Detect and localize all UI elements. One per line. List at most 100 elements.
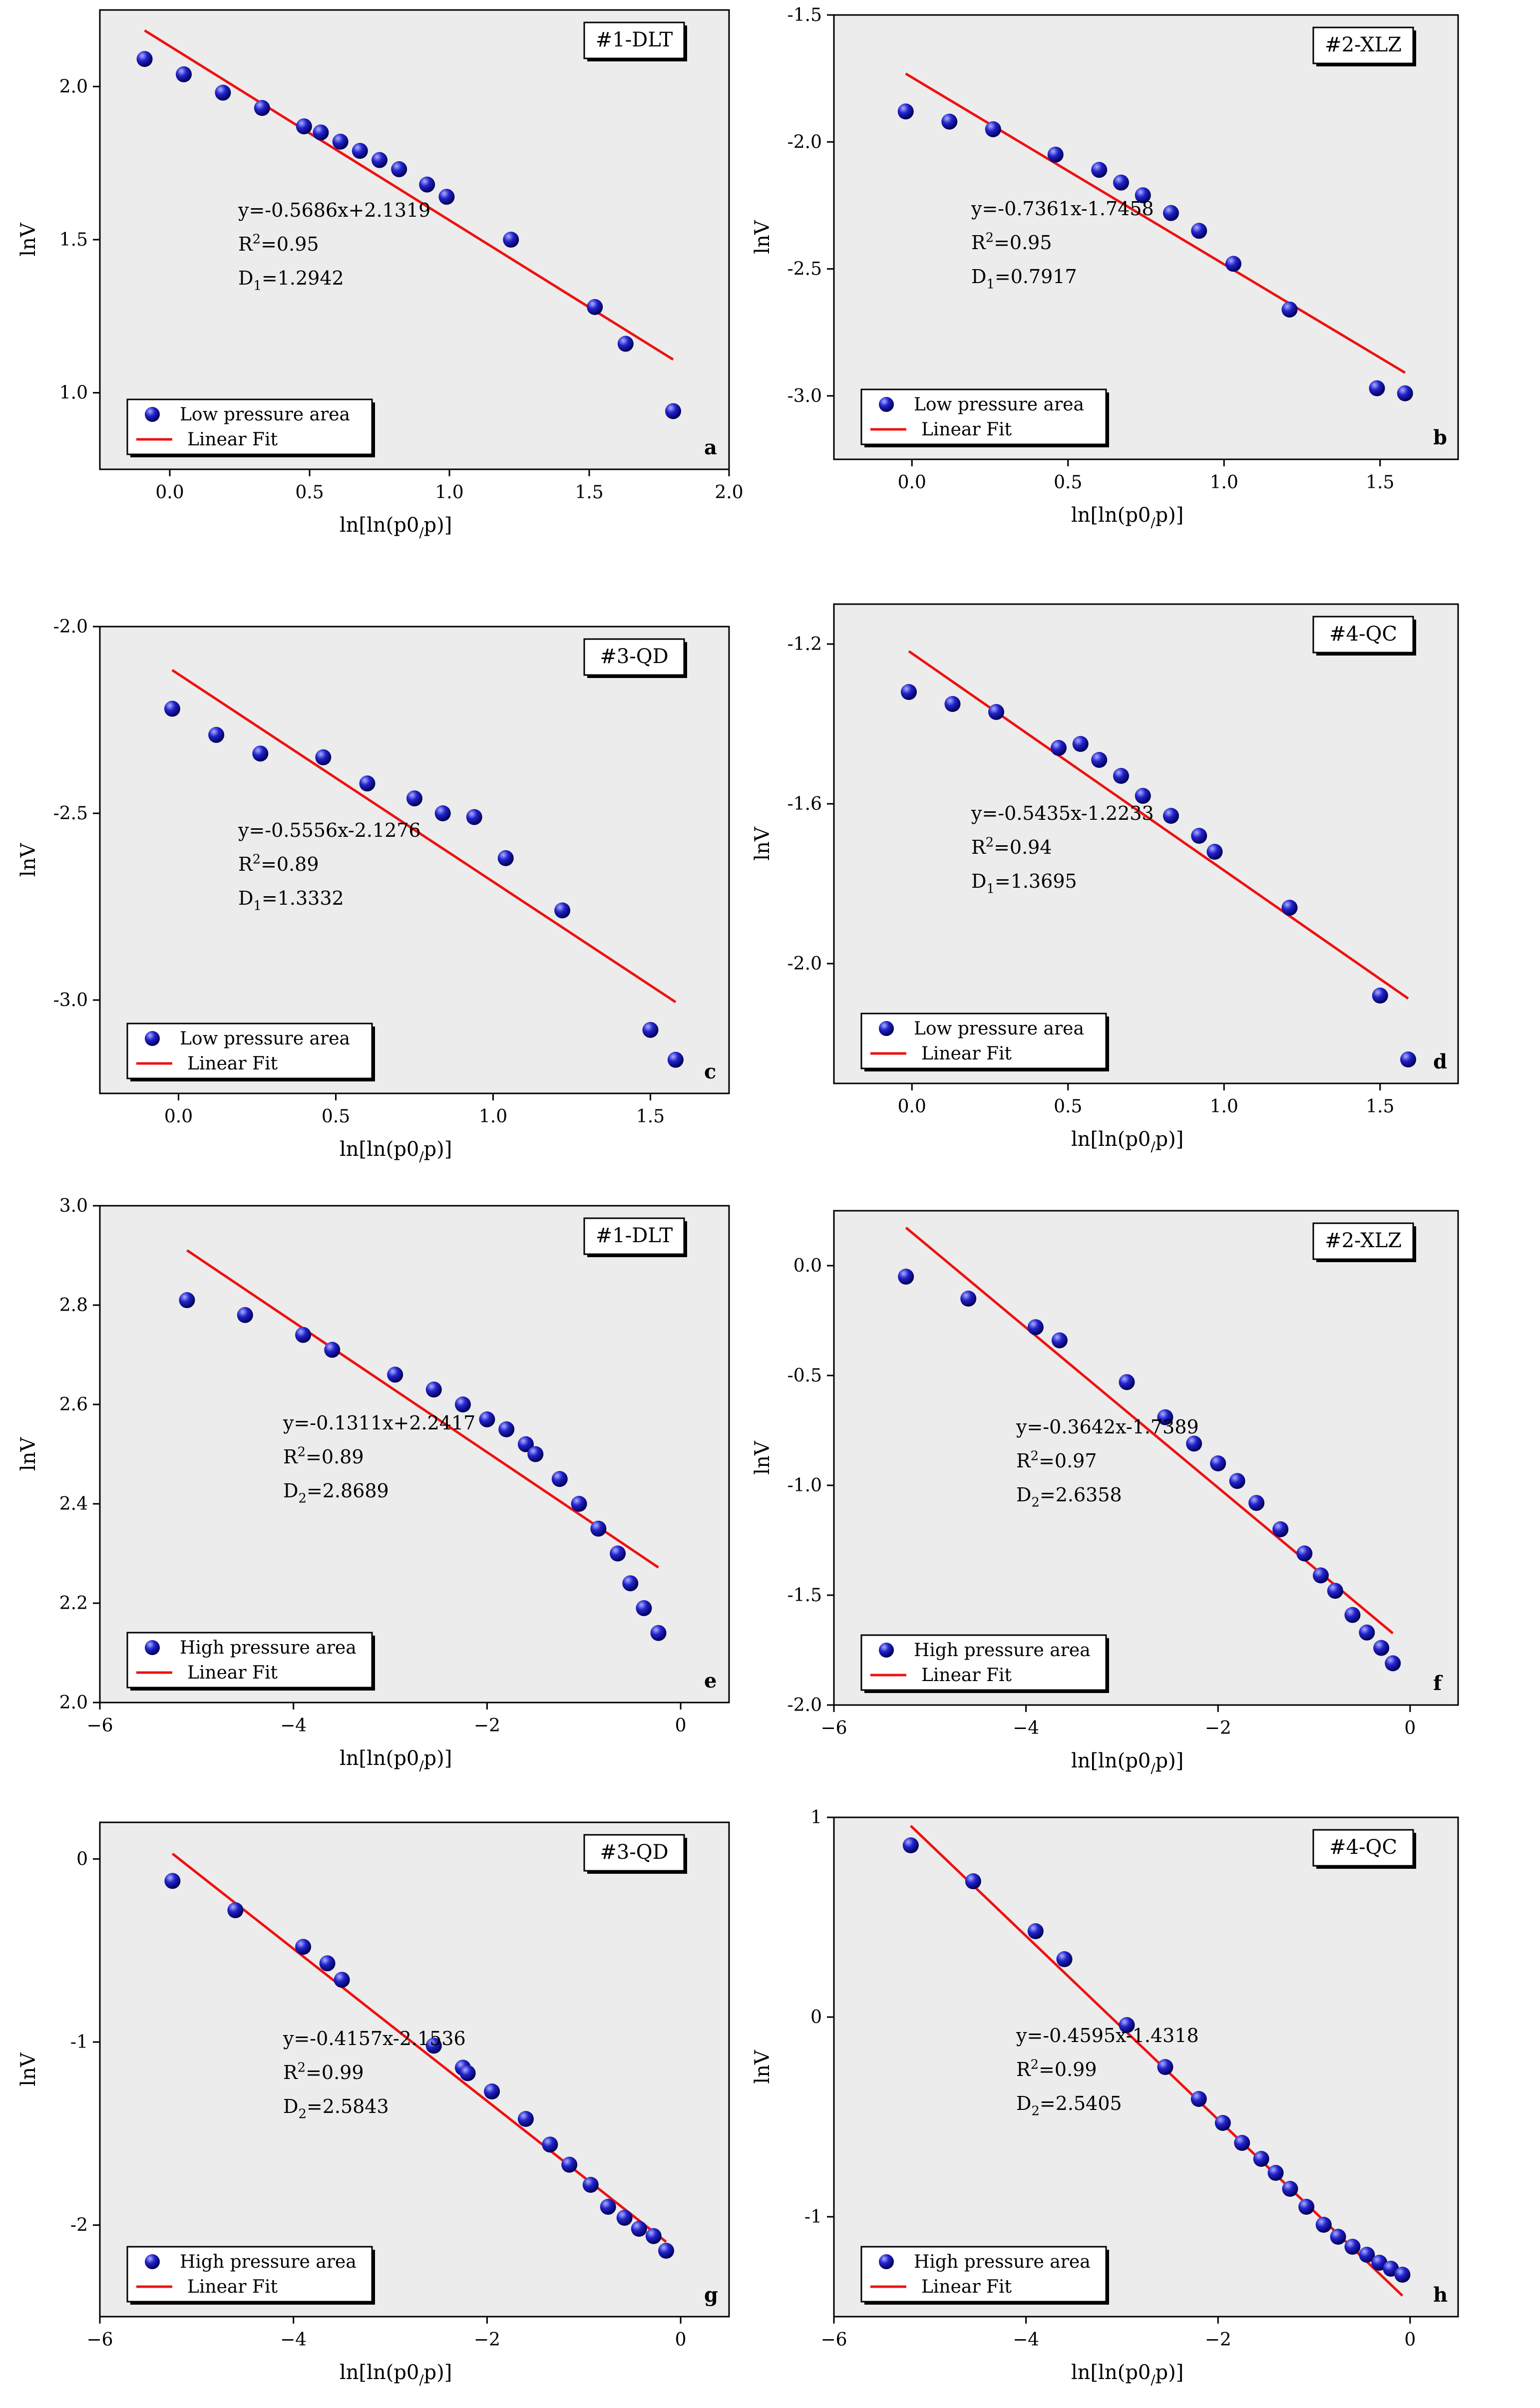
legend-box xyxy=(860,1013,1107,1069)
sample-label: #4-QC xyxy=(1329,1836,1397,1859)
data-point xyxy=(582,2177,599,2193)
panel-letter: c xyxy=(704,1060,716,1083)
data-point xyxy=(497,850,514,866)
legend-box xyxy=(126,398,373,455)
fractal-dimension: D2=2.5843 xyxy=(283,2095,389,2122)
data-point xyxy=(252,745,269,762)
data-point xyxy=(1359,1624,1375,1641)
fit-equation: y=-0.4157x-2.1536 xyxy=(283,2028,466,2050)
legend-label-fit: Linear Fit xyxy=(921,1665,1012,1686)
data-point xyxy=(295,1327,312,1343)
chart-panel-e: −6 −4 −2 0 2.0 2.2 2.4 2.6 2.8 3.0 ln[ln(p0/p)] lnV… xyxy=(17,1196,730,1774)
y-tick-label: -1 xyxy=(804,2207,822,2227)
data-point xyxy=(466,809,482,825)
y-tick-label: 3.0 xyxy=(59,1196,88,1216)
y-axis-label: lnV xyxy=(751,826,774,861)
data-point xyxy=(319,1955,336,1972)
legend-marker xyxy=(145,1640,160,1655)
y-tick-label: -2.5 xyxy=(53,803,88,824)
fractal-dimension: D1=1.3332 xyxy=(238,887,344,914)
data-point xyxy=(1313,1567,1329,1584)
x-axis-label: ln[ln(p0/p)] xyxy=(1071,2361,1183,2388)
data-point xyxy=(902,1837,919,1853)
sample-label: #3-QD xyxy=(600,645,668,668)
data-point xyxy=(517,1436,534,1452)
legend-label-points: Low pressure area xyxy=(180,1029,350,1049)
fit-line xyxy=(910,1825,1404,2297)
data-point xyxy=(295,1939,312,1955)
data-point xyxy=(1225,256,1241,272)
data-point xyxy=(600,2199,616,2215)
legend-label-points: Low pressure area xyxy=(914,394,1084,415)
legend-marker xyxy=(145,407,160,422)
sample-label: #1-DLT xyxy=(596,1224,673,1247)
chart-panel-a: 0.0 0.5 1.0 1.5 2.0 1.0 1.5 2.0 ln[ln(p0/p)] lnV #… xyxy=(17,9,744,541)
y-tick-label: -2 xyxy=(70,2215,88,2236)
data-point xyxy=(227,1902,244,1918)
x-tick-label: −2 xyxy=(1205,2330,1231,2350)
x-axis-label: ln[ln(p0/p)] xyxy=(340,514,452,541)
data-point xyxy=(296,118,312,135)
x-axis-label: ln[ln(p0/p)] xyxy=(1071,1749,1183,1776)
data-point xyxy=(1186,1435,1202,1452)
x-tick-label: −2 xyxy=(474,1716,500,1736)
legend-marker xyxy=(879,1021,894,1036)
y-axis-label: lnV xyxy=(17,1437,40,1471)
data-point xyxy=(484,2083,500,2099)
data-point xyxy=(1327,1583,1343,1599)
data-point xyxy=(315,749,332,765)
data-point xyxy=(406,790,422,807)
sample-label: #2-XLZ xyxy=(1325,33,1402,56)
data-point xyxy=(1253,2151,1269,2167)
x-tick-label: −4 xyxy=(280,1716,307,1736)
x-tick-label: −6 xyxy=(820,1718,847,1738)
x-tick-label: 0.0 xyxy=(155,482,184,503)
sample-label-box xyxy=(1312,26,1414,64)
data-point xyxy=(1072,736,1089,752)
legend-marker xyxy=(145,2254,160,2269)
y-tick-label: 2.8 xyxy=(59,1295,88,1316)
x-axis-label: ln[ln(p0/p)] xyxy=(1071,1128,1183,1155)
fit-equation: y=-0.5435x-1.2233 xyxy=(971,802,1154,824)
sample-label-box xyxy=(1312,1829,1414,1867)
fit-line xyxy=(171,669,677,1004)
legend-label-fit: Linear Fit xyxy=(921,2277,1012,2297)
x-tick-label: 0.0 xyxy=(164,1106,193,1127)
data-point xyxy=(665,403,681,419)
data-point xyxy=(1191,223,1207,239)
sample-label-box xyxy=(583,1217,685,1255)
x-tick-label: 0 xyxy=(675,1716,687,1736)
data-point xyxy=(985,121,1001,137)
fractal-dimension: D1=1.2942 xyxy=(238,267,344,294)
fit-line xyxy=(905,1226,1394,1635)
data-point xyxy=(425,1381,442,1398)
data-point xyxy=(215,84,231,101)
data-point xyxy=(1272,1521,1289,1537)
x-tick-label: 1.5 xyxy=(1366,472,1394,493)
y-tick-label: 2.0 xyxy=(59,1693,88,1713)
x-tick-label: 0.5 xyxy=(322,1106,350,1127)
chart-panel-g: −6 −4 −2 0 -2 -1 0 ln[ln(p0/p)] lnV #3-QD y=-0.415… xyxy=(17,1821,730,2388)
data-point xyxy=(1385,1655,1401,1672)
legend-box xyxy=(860,1634,1107,1691)
r-squared: R2=0.94 xyxy=(971,835,1052,858)
fractal-dimension: D2=2.8689 xyxy=(283,1480,389,1506)
y-tick-label: -3.0 xyxy=(53,990,88,1011)
data-point xyxy=(1359,2247,1375,2263)
data-point xyxy=(1056,1951,1073,1967)
panel-letter: g xyxy=(704,2283,718,2307)
data-point xyxy=(334,1972,350,1988)
data-point xyxy=(419,176,435,193)
panel-letter: h xyxy=(1433,2283,1448,2307)
sample-label: #3-QD xyxy=(600,1841,668,1864)
x-tick-label: 0 xyxy=(1404,2330,1416,2350)
x-tick-label: 0 xyxy=(1404,1718,1416,1738)
data-point xyxy=(1214,2115,1231,2131)
data-point xyxy=(1135,788,1151,804)
data-point xyxy=(1206,844,1223,860)
data-point xyxy=(391,161,407,177)
panel-letter: f xyxy=(1433,1672,1443,1695)
chart-panel-d: 0.0 0.5 1.0 1.5 -2.0 -1.6 -1.2 ln[ln(p0/p)] lnV #… xyxy=(751,603,1459,1155)
plot-area xyxy=(99,1821,730,2318)
y-axis-label: lnV xyxy=(751,1440,774,1475)
